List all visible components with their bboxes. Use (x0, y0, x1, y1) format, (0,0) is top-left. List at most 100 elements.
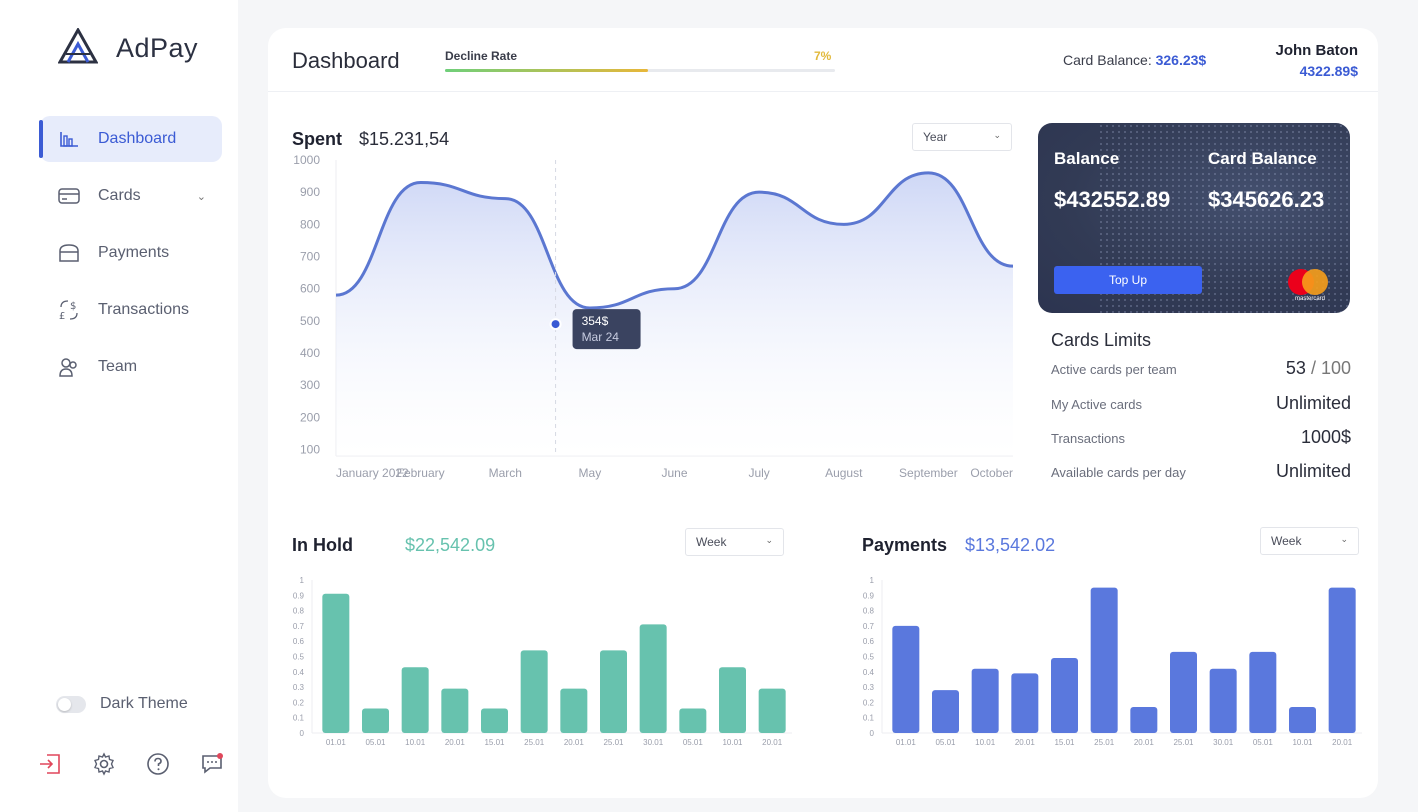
brand-name: AdPay (116, 33, 199, 63)
y-tick-label: 0.2 (293, 698, 305, 707)
y-tick-label: 300 (300, 378, 320, 392)
chevron-down-icon: ⌄ (993, 130, 1001, 140)
sidebar-item-cards[interactable]: Cards ⌄ (40, 173, 222, 219)
spent-period-select[interactable]: Year ⌄ (912, 123, 1012, 151)
x-tick-label: 20.01 (1332, 738, 1353, 747)
limit-row: Available cards per day Unlimited (1051, 461, 1351, 483)
hover-point[interactable] (549, 318, 562, 331)
bar[interactable] (892, 625, 920, 733)
x-tick-label: June (661, 466, 687, 480)
bar[interactable] (932, 690, 959, 733)
bar[interactable] (1051, 658, 1078, 733)
payments-period-select[interactable]: Week ⌄ (1260, 527, 1359, 555)
bar[interactable] (401, 667, 429, 733)
help-icon[interactable] (144, 750, 172, 778)
bar[interactable] (679, 708, 707, 733)
y-tick-label: 800 (300, 217, 320, 231)
y-tick-label: 500 (300, 314, 320, 328)
in-hold-period-select[interactable]: Week ⌄ (685, 528, 784, 556)
y-tick-label: 200 (300, 410, 320, 424)
bar[interactable] (441, 688, 469, 733)
bar[interactable] (600, 650, 627, 733)
x-tick-label: 20.01 (564, 738, 585, 747)
brand-logo[interactable]: AdPay (57, 26, 199, 69)
page-title: Dashboard (292, 48, 400, 73)
bar[interactable] (1170, 651, 1197, 733)
top-up-button[interactable]: Top Up (1054, 266, 1202, 294)
limit-label: Transactions (1051, 431, 1125, 446)
payments-period-value: Week (1271, 534, 1302, 548)
bar[interactable] (1328, 587, 1356, 733)
dark-theme-toggle-row: Dark Theme (56, 695, 188, 713)
y-tick-label: 0.9 (293, 591, 305, 600)
bar[interactable] (362, 708, 389, 733)
x-tick-label: 15.01 (1054, 738, 1075, 747)
x-tick-label: 20.01 (1134, 738, 1155, 747)
x-tick-label: 10.01 (405, 738, 426, 747)
y-tick-label: 1 (870, 576, 875, 585)
x-tick-label: 10.01 (722, 738, 743, 747)
chart-tooltip: 354$ Mar 24 (572, 309, 641, 350)
y-tick-label: 100 (300, 443, 320, 457)
user-name[interactable]: John Baton (1275, 42, 1359, 59)
x-tick-label: 01.01 (896, 738, 917, 747)
in-hold-title: In Hold (292, 535, 353, 555)
chevron-down-icon: ⌄ (765, 535, 773, 545)
limit-label: Active cards per team (1051, 362, 1177, 377)
bar[interactable] (1289, 706, 1316, 733)
tooltip-value: 354$ (582, 314, 609, 328)
bar[interactable] (1249, 651, 1277, 733)
dark-theme-toggle[interactable] (56, 695, 86, 713)
user-balance: 4322.89$ (1299, 63, 1358, 79)
decline-rate-value: 7% (814, 49, 832, 63)
sidebar-item-dashboard[interactable]: Dashboard (39, 116, 222, 162)
bar[interactable] (758, 688, 786, 733)
y-tick-label: 0.7 (293, 622, 305, 631)
gear-icon[interactable] (90, 750, 118, 778)
bar[interactable] (1090, 587, 1118, 733)
bar[interactable] (322, 593, 350, 733)
in-hold-period-value: Week (696, 535, 727, 549)
dark-theme-label: Dark Theme (100, 695, 188, 712)
y-tick-label: 700 (300, 250, 320, 264)
bar[interactable] (719, 667, 746, 733)
x-tick-label: 20.01 (445, 738, 466, 747)
bar[interactable] (971, 668, 999, 733)
card-balance-value: 326.23$ (1155, 52, 1207, 68)
bar[interactable] (1011, 673, 1039, 733)
main-panel: Dashboard Decline Rate 7% Card Balance: … (268, 28, 1378, 798)
y-tick-label: 900 (300, 185, 320, 199)
logout-icon[interactable] (36, 750, 64, 778)
x-tick-label: 05.01 (935, 738, 956, 747)
y-tick-label: 0.3 (293, 683, 305, 692)
sidebar-item-payments[interactable]: Payments (40, 230, 222, 276)
limit-row: My Active cards Unlimited (1051, 393, 1351, 415)
chevron-down-icon: ⌄ (1340, 534, 1348, 544)
limit-value: 1000$ (1300, 427, 1351, 447)
bar[interactable] (639, 624, 667, 733)
x-tick-label: 25.01 (524, 738, 545, 747)
spent-period-value: Year (923, 130, 948, 144)
bar[interactable] (481, 708, 508, 733)
spent-title: Spent (292, 129, 343, 149)
bar[interactable] (560, 688, 588, 733)
y-tick-label: 0.7 (863, 622, 875, 631)
limit-label: Available cards per day (1051, 465, 1186, 480)
bar[interactable] (1209, 668, 1237, 733)
chat-icon[interactable] (198, 750, 226, 778)
chevron-down-icon[interactable]: ⌄ (196, 190, 206, 203)
bar-chart-icon (58, 128, 80, 150)
y-tick-label: 400 (300, 346, 320, 360)
y-tick-label: 0.9 (863, 591, 875, 600)
limit-label: My Active cards (1051, 397, 1143, 412)
team-icon (58, 356, 80, 378)
spent-series-line (335, 171, 1014, 310)
bar[interactable] (1130, 706, 1158, 733)
sidebar-item-team[interactable]: Team (40, 344, 222, 390)
sidebar-item-transactions[interactable]: $ £ Transactions (40, 287, 222, 333)
limit-value: Unlimited (1275, 393, 1351, 413)
bar[interactable] (520, 650, 548, 733)
x-tick-label: 25.01 (603, 738, 624, 747)
x-tick-label: 05.01 (365, 738, 386, 747)
spent-value: $15.231,54 (359, 129, 450, 149)
